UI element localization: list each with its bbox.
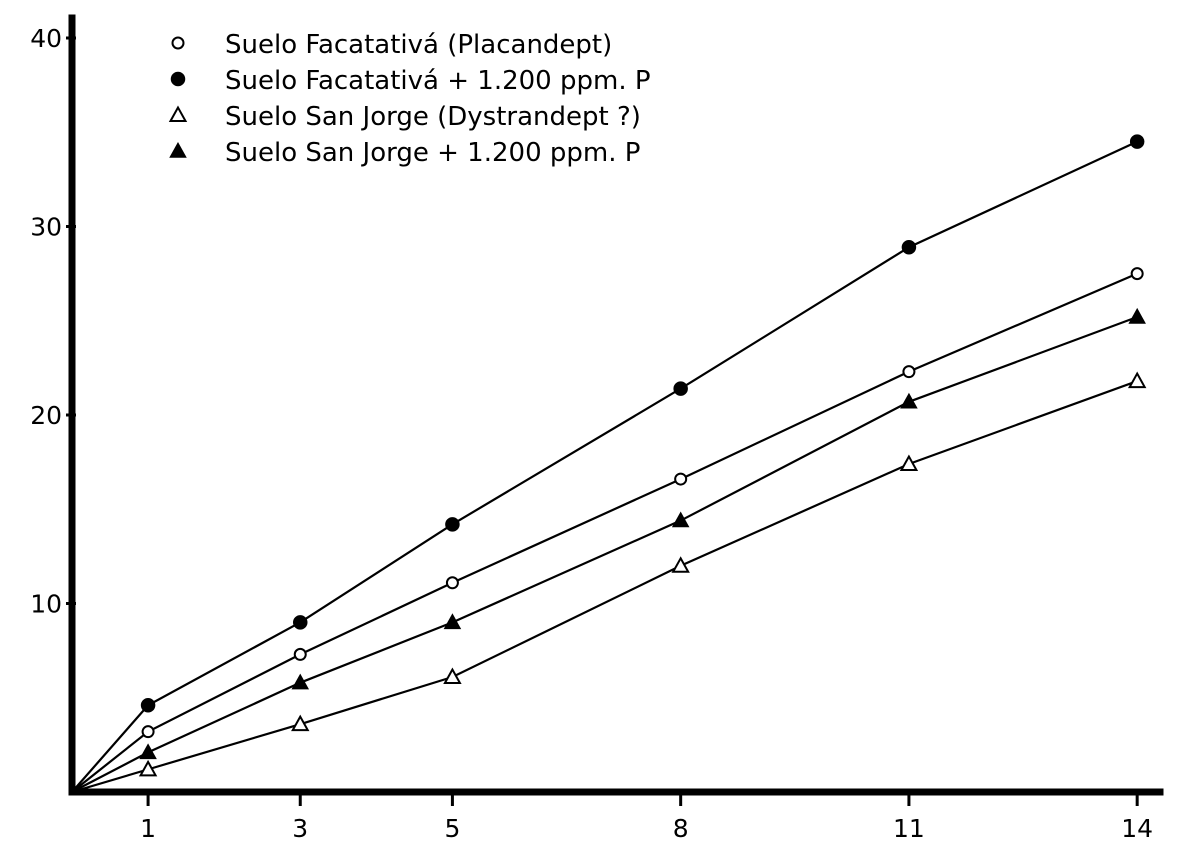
series-2 [71,134,1145,793]
data-point [445,576,459,590]
data-point [671,556,690,573]
series-line [71,140,1138,793]
data-point [901,239,917,255]
legend-item: Suelo Facatativá (Placandept) [171,30,612,60]
data-point [291,673,310,690]
data-point [291,714,310,732]
data-point [1127,371,1147,389]
x-tick-label: 1 [140,814,156,843]
legend-marker [170,71,186,87]
y-tick-label: 40 [30,24,62,53]
legend-label: Suelo Facatativá + 1.200 ppm. P [225,66,651,96]
data-point [902,365,916,379]
data-point [673,381,688,396]
x-tick-label: 3 [292,814,308,843]
x-tick-label: 11 [893,814,925,843]
data-point [138,759,158,777]
y-tick-label: 20 [30,401,62,430]
data-point [443,613,462,630]
legend-label: Suelo San Jorge + 1.200 ppm. P [225,138,640,168]
series-3 [71,371,1147,794]
data-point [445,517,460,532]
data-point [443,667,462,685]
legend-item: Suelo San Jorge (Dystrandept ?) [168,102,641,132]
series-line [71,380,1138,794]
legend-item: Suelo Facatativá + 1.200 ppm. P [170,66,651,96]
data-point [671,511,690,528]
x-tick-label: 14 [1121,814,1153,843]
data-point [140,698,156,713]
data-point [1130,267,1144,281]
data-point [293,615,308,630]
data-point [900,392,918,409]
series-group [71,134,1147,794]
data-point [293,647,307,661]
legend-item: Suelo San Jorge + 1.200 ppm. P [169,138,640,168]
legend: Suelo Facatativá (Placandept) Suelo Facat… [168,30,651,168]
legend-marker [171,36,185,50]
data-point [1129,134,1145,149]
data-point [139,743,157,760]
data-point [1128,307,1146,324]
x-tick-label: 5 [444,814,460,843]
legend-marker [169,141,187,158]
axes [68,14,1164,796]
data-point [674,472,688,486]
y-tick-label: 10 [30,590,62,619]
y-tick-label: 30 [30,213,62,242]
series-line [71,315,1138,793]
data-point [141,725,155,739]
legend-label: Suelo San Jorge (Dystrandept ?) [225,102,641,132]
series-4 [71,307,1146,793]
x-tick-label: 8 [673,814,689,843]
legend-label: Suelo Facatativá (Placandept) [225,30,612,60]
series-1 [71,267,1144,793]
legend-marker [168,105,188,122]
ticks: 1 3 5 8 11 14 10 20 30 40 [30,24,1153,843]
data-point [899,454,919,472]
